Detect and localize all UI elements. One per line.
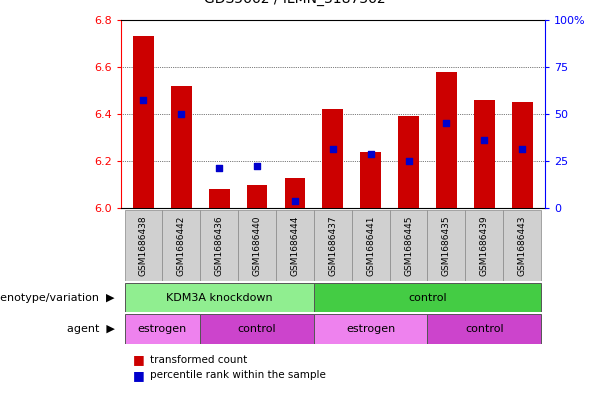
Text: GSM1686440: GSM1686440 [253,215,262,276]
Bar [124,283,314,312]
Text: KDM3A knockdown: KDM3A knockdown [166,293,273,303]
Text: control: control [408,293,447,303]
Bar [124,210,163,281]
Bar [133,36,154,208]
Text: transformed count: transformed count [150,354,247,365]
Bar [503,210,541,281]
Bar [124,314,200,344]
Bar [389,210,428,281]
Bar [314,210,352,281]
Text: estrogen: estrogen [138,324,187,334]
Text: GSM1686442: GSM1686442 [177,215,186,276]
Bar [322,109,343,208]
Text: GSM1686441: GSM1686441 [366,215,375,276]
Bar [247,185,267,208]
Text: GSM1686435: GSM1686435 [442,215,451,276]
Point [442,120,451,127]
Bar [360,152,381,208]
Bar [474,100,495,208]
Point [328,146,337,152]
Point [517,146,527,152]
Text: ■: ■ [133,369,148,382]
Bar [512,102,532,208]
Bar [171,86,192,208]
Point [139,97,148,103]
Text: control: control [238,324,276,334]
Bar [276,210,314,281]
Point [290,198,300,204]
Bar [352,210,389,281]
Text: ■: ■ [133,353,148,366]
Point [404,158,413,164]
Bar [314,283,541,312]
Bar [209,189,230,208]
Text: GSM1686439: GSM1686439 [480,215,489,276]
Bar [436,72,457,208]
Text: GSM1686443: GSM1686443 [518,215,527,276]
Text: GSM1686438: GSM1686438 [139,215,148,276]
Point [366,151,375,157]
Text: genotype/variation  ▶: genotype/variation ▶ [0,293,115,303]
Text: GDS5662 / ILMN_3187362: GDS5662 / ILMN_3187362 [204,0,385,6]
Point [479,137,489,143]
Bar [428,210,465,281]
Bar [314,314,428,344]
Text: estrogen: estrogen [346,324,395,334]
Bar [200,210,238,281]
Point [214,165,224,171]
Text: percentile rank within the sample: percentile rank within the sample [150,370,326,380]
Text: control: control [465,324,504,334]
Bar [428,314,541,344]
Bar [284,178,305,208]
Point [177,111,186,117]
Bar [163,210,200,281]
Text: GSM1686445: GSM1686445 [404,215,413,276]
Text: GSM1686444: GSM1686444 [290,215,299,276]
Point [252,163,262,169]
Text: GSM1686437: GSM1686437 [328,215,337,276]
Text: agent  ▶: agent ▶ [67,324,115,334]
Bar [465,210,503,281]
Bar [398,116,419,208]
Text: GSM1686436: GSM1686436 [215,215,224,276]
Bar [238,210,276,281]
Bar [200,314,314,344]
